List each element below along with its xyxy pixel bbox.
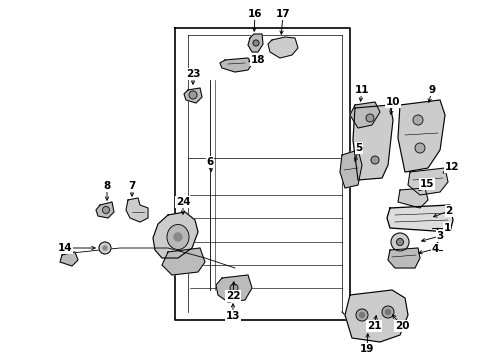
Circle shape	[396, 239, 403, 246]
Text: 20: 20	[395, 321, 409, 331]
Text: 14: 14	[58, 243, 73, 253]
Text: 22: 22	[226, 291, 240, 301]
Circle shape	[391, 233, 409, 251]
Text: 15: 15	[420, 179, 434, 189]
Text: 10: 10	[386, 97, 400, 107]
Polygon shape	[398, 100, 445, 172]
Text: 11: 11	[355, 85, 369, 95]
Polygon shape	[248, 34, 263, 52]
Circle shape	[360, 312, 365, 318]
Polygon shape	[216, 275, 252, 302]
Text: 19: 19	[360, 344, 374, 354]
Polygon shape	[268, 37, 298, 58]
Polygon shape	[350, 102, 380, 128]
Text: 9: 9	[428, 85, 436, 95]
Text: 2: 2	[445, 206, 453, 216]
Polygon shape	[60, 252, 78, 266]
Circle shape	[253, 40, 259, 46]
Text: 13: 13	[226, 311, 240, 321]
Text: 12: 12	[445, 162, 459, 172]
Polygon shape	[340, 150, 362, 188]
Ellipse shape	[167, 225, 189, 249]
Circle shape	[103, 246, 107, 250]
Polygon shape	[220, 58, 252, 72]
Text: 1: 1	[443, 223, 451, 233]
Text: 8: 8	[103, 181, 111, 191]
Text: 3: 3	[437, 231, 443, 241]
Text: 17: 17	[276, 9, 290, 19]
Circle shape	[99, 242, 111, 254]
Text: 16: 16	[248, 9, 262, 19]
Polygon shape	[398, 188, 428, 208]
Circle shape	[102, 207, 109, 213]
Polygon shape	[387, 205, 453, 232]
Polygon shape	[126, 198, 148, 222]
Text: 6: 6	[206, 157, 214, 167]
Text: 24: 24	[176, 197, 190, 207]
Polygon shape	[408, 168, 448, 195]
Text: 23: 23	[186, 69, 200, 79]
Text: 7: 7	[128, 181, 136, 191]
Circle shape	[386, 310, 391, 315]
Circle shape	[413, 115, 423, 125]
Polygon shape	[353, 105, 393, 180]
Text: 21: 21	[367, 321, 381, 331]
Text: 18: 18	[251, 55, 265, 65]
Polygon shape	[153, 212, 198, 258]
Polygon shape	[184, 88, 202, 103]
Polygon shape	[345, 290, 408, 342]
Circle shape	[382, 306, 394, 318]
Circle shape	[230, 284, 238, 292]
Text: 5: 5	[355, 143, 363, 153]
Circle shape	[356, 309, 368, 321]
Circle shape	[371, 156, 379, 164]
Circle shape	[366, 114, 374, 122]
Circle shape	[415, 143, 425, 153]
Text: 4: 4	[431, 244, 439, 254]
Polygon shape	[96, 202, 114, 218]
Circle shape	[174, 233, 182, 241]
Circle shape	[189, 91, 197, 99]
Polygon shape	[388, 248, 420, 268]
Polygon shape	[162, 248, 205, 275]
